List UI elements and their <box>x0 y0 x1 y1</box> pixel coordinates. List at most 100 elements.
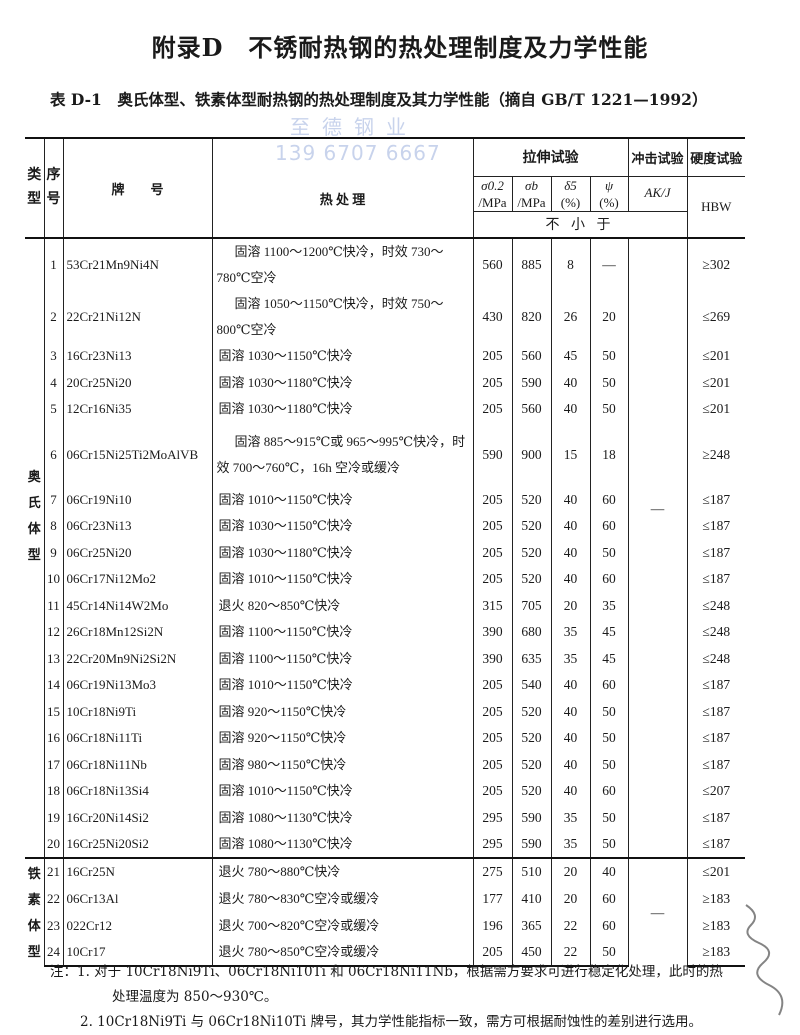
notes: 注：1. 对于 10Cr18Ni9Ti、06Cr18Ni10Ti 和 06Cr1… <box>50 960 723 1035</box>
sigmab-cell: 885 <box>511 238 552 291</box>
seq-cell: 2 <box>43 291 64 343</box>
psi-cell: 60 <box>589 778 629 805</box>
seq-cell: 12 <box>43 619 64 646</box>
grade-cell: 16Cr20Ni14Si2 <box>62 804 213 831</box>
hardness-cell: ≤187 <box>686 486 745 513</box>
type-label: 奥氏体型 <box>27 469 41 562</box>
table-row: 18 06Cr18Ni13Si4 固溶 1010～1150℃快冷 205 520 40 60… <box>25 778 745 805</box>
properties-table: 类型 序号 牌 号 热 处 理 拉伸试验 冲击试验 硬度试验 σ0.2/MPa … <box>25 137 745 967</box>
table-row: 9 06Cr25Ni20 固溶 1030～1180℃快冷 205 520 40 50 ≤187 <box>25 539 745 566</box>
sigma02-cell: 205 <box>472 539 513 566</box>
table-row: 19 16Cr20Ni14Si2 固溶 1080～1130℃快冷 295 590 35 50… <box>25 804 745 831</box>
table-row: 铁素体型 21 16Cr25N 退火 780～880℃快冷 275 510 20 40— ≤20… <box>25 857 745 966</box>
table-row: 15 10Cr18Ni9Ti 固溶 920～1150℃快冷 205 520 40 50 ≤18… <box>25 698 745 725</box>
psi-cell: 50 <box>589 804 629 831</box>
sigma02-cell: 205 <box>472 751 513 778</box>
psi-cell: 50 <box>589 396 629 423</box>
hardness-cell: ≤269 <box>686 291 745 343</box>
hardness-cell: ≤201 <box>686 857 745 885</box>
psi-cell: 45 <box>589 645 629 672</box>
heat-treatment-cell: 固溶 1010～1150℃快冷 <box>211 672 474 699</box>
header-seq: 序号 <box>43 137 64 239</box>
heat-treatment-cell: 固溶 885～915℃或 965～995℃快冷，时效 700～760℃，16h … <box>211 422 474 487</box>
sigmab-cell: 365 <box>511 912 552 939</box>
delta5-cell: 40 <box>550 566 591 593</box>
psi-cell: 35 <box>589 592 629 619</box>
sigmab-cell: 520 <box>511 566 552 593</box>
sigma02-unit: /MPa <box>478 194 507 210</box>
sigmab-cell: 520 <box>511 513 552 540</box>
delta5-cell: 20 <box>550 857 591 885</box>
table-row: 奥氏体型 1 53Cr21Mn9Ni4N 固溶 1100～1200℃快冷，时效 730… <box>25 238 745 858</box>
table-row: 16 06Cr18Ni11Ti 固溶 920～1150℃快冷 205 520 40 50 ≤1… <box>25 725 745 752</box>
grade-cell: 06Cr17Ni12Mo2 <box>62 566 213 593</box>
psi-cell: — <box>589 238 629 291</box>
hardness-cell: ≤248 <box>686 592 745 619</box>
ak-symbol: AK/J <box>644 184 671 200</box>
header-hbw: HBW <box>686 176 745 239</box>
seq-cell: 13 <box>43 645 64 672</box>
header-psi: ψ (%) <box>589 176 629 212</box>
sigma02-cell: 205 <box>472 486 513 513</box>
table-row: 23 022Cr12 退火 700～820℃空冷或缓冷 196 365 22 60 ≥183 <box>25 912 745 939</box>
delta5-cell: 40 <box>550 751 591 778</box>
table-row: 5 12Cr16Ni35 固溶 1030～1180℃快冷 205 560 40 50 ≤201 <box>25 396 745 423</box>
grade-cell: 022Cr12 <box>62 912 213 939</box>
impact-cell: — <box>627 238 688 858</box>
sigma02-cell: 430 <box>472 291 513 343</box>
header-sigmab: σb/MPa <box>511 176 552 212</box>
heat-treatment-cell: 固溶 1100～1150℃快冷 <box>211 619 474 646</box>
delta5-cell: 35 <box>550 804 591 831</box>
psi-cell: 40 <box>589 857 629 885</box>
table-row: 7 06Cr19Ni10 固溶 1010～1150℃快冷 205 520 40 60 ≤187 <box>25 486 745 513</box>
grade-cell: 16Cr25Ni20Si2 <box>62 831 213 858</box>
sigmab-cell: 520 <box>511 698 552 725</box>
psi-cell: 60 <box>589 486 629 513</box>
sigma02-cell: 205 <box>472 698 513 725</box>
delta5-cell: 26 <box>550 291 591 343</box>
psi-cell: 60 <box>589 566 629 593</box>
sigmab-cell: 590 <box>511 369 552 396</box>
heat-treatment-cell: 退火 780～880℃快冷 <box>211 857 474 885</box>
psi-symbol: ψ <box>604 177 614 193</box>
seq-cell: 3 <box>43 343 64 370</box>
sigma02-cell: 205 <box>472 939 513 967</box>
hardness-cell: ≥183 <box>686 939 745 967</box>
sigmab-cell: 520 <box>511 486 552 513</box>
psi-cell: 60 <box>589 513 629 540</box>
note-1-continued: 处理温度为 850～930℃。 <box>112 989 278 1005</box>
heat-treatment-cell: 固溶 980～1150℃快冷 <box>211 751 474 778</box>
heat-treatment-cell: 固溶 1100～1150℃快冷 <box>211 645 474 672</box>
sigma02-cell: 390 <box>472 619 513 646</box>
table-row: 3 16Cr23Ni13 固溶 1030～1150℃快冷 205 560 45 50 ≤201 <box>25 343 745 370</box>
sigma02-cell: 315 <box>472 592 513 619</box>
psi-unit: (%) <box>599 194 619 210</box>
watermark-company: 至德钢业 <box>290 115 418 139</box>
heat-treatment-cell: 固溶 920～1150℃快冷 <box>211 698 474 725</box>
table-row: 14 06Cr19Ni13Mo3 固溶 1010～1150℃快冷 205 540 40 60… <box>25 672 745 699</box>
sigmab-cell: 410 <box>511 885 552 912</box>
table-caption: 表 D-1 奥氏体型、铁素体型耐热钢的热处理制度及其力学性能（摘自 GB/T 1… <box>50 90 708 109</box>
header-sigma02: σ0.2/MPa <box>472 176 513 212</box>
seq-cell: 22 <box>43 885 64 912</box>
seq-cell: 18 <box>43 778 64 805</box>
psi-cell: 50 <box>589 831 629 858</box>
hardness-cell: ≤248 <box>686 619 745 646</box>
psi-cell: 50 <box>589 939 629 967</box>
psi-cell: 50 <box>589 751 629 778</box>
sigma02-cell: 560 <box>472 238 513 291</box>
sigma02-cell: 205 <box>472 672 513 699</box>
table-row: 13 22Cr20Mn9Ni2Si2N 固溶 1100～1150℃快冷 390 635 3… <box>25 645 745 672</box>
seq-cell: 7 <box>43 486 64 513</box>
seq-cell: 1 <box>43 238 64 291</box>
sigmab-cell: 520 <box>511 778 552 805</box>
heat-treatment-cell: 退火 700～820℃空冷或缓冷 <box>211 912 474 939</box>
table-row: 11 45Cr14Ni14W2Mo 退火 820～850℃快冷 315 705 20 35 ≤… <box>25 592 745 619</box>
hardness-cell: ≤201 <box>686 343 745 370</box>
psi-cell: 50 <box>589 343 629 370</box>
table-row: 6 06Cr15Ni25Ti2MoAlVB 固溶 885～915℃或 965～995… <box>25 422 745 487</box>
grade-cell: 10Cr18Ni9Ti <box>62 698 213 725</box>
heat-treatment-cell: 固溶 1030～1150℃快冷 <box>211 513 474 540</box>
seq-cell: 17 <box>43 751 64 778</box>
table-row: 2 22Cr21Ni12N 固溶 1050～1150℃快冷，时效 750～800℃空… <box>25 291 745 343</box>
